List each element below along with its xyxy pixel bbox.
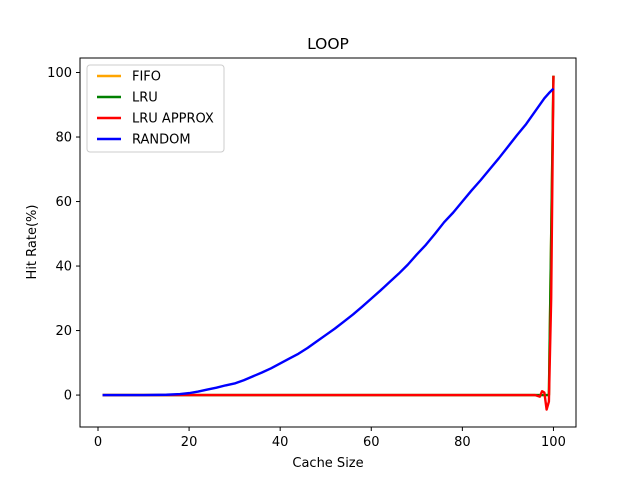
legend-label-lru-approx: LRU APPROX [132,112,214,127]
y-axis-label: Hit Rate(%) [25,205,40,280]
x-axis-ticks: 0 20 40 60 80 100 [94,427,566,450]
y-tick-label: 60 [55,195,72,210]
x-tick-label: 40 [272,435,289,450]
x-tick-label: 80 [454,435,471,450]
legend-label-fifo: FIFO [132,70,161,85]
plot-lines [102,75,555,411]
legend-label-random: RANDOM [132,133,191,148]
x-tick-label: 0 [94,435,102,450]
x-axis-label: Cache Size [292,456,363,471]
x-tick-label: 20 [181,435,198,450]
y-axis-ticks: 0 20 40 60 80 100 [47,66,80,404]
y-tick-label: 40 [55,260,72,275]
plot-frame [79,57,577,428]
y-tick-label: 100 [47,66,72,81]
legend: FIFO LRU LRU APPROX RANDOM [86,64,225,153]
y-tick-label: 20 [55,324,72,339]
legend-label-lru: LRU [132,91,158,106]
x-tick-label: 60 [363,435,380,450]
legend-frame [86,64,225,153]
y-tick-label: 0 [64,389,72,404]
series-line-lru-approx [102,75,555,411]
x-tick-label: 100 [541,435,566,450]
series-line-random [102,87,555,397]
y-tick-label: 80 [55,131,72,146]
chart-title: LOOP [307,35,349,53]
